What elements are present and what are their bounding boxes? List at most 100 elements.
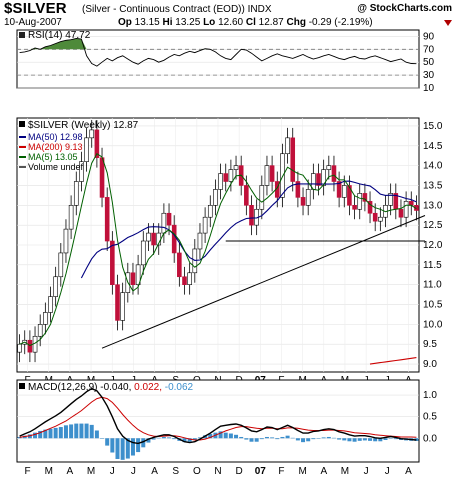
rsi-overbought-fill xyxy=(19,38,417,50)
macd-histogram-bar xyxy=(270,437,275,439)
price-candle xyxy=(295,181,301,198)
price-candle xyxy=(79,161,84,182)
quote-summary: Op 13.15 Hi 13.25 Lo 12.60 Cl 12.87 Chg … xyxy=(118,17,373,28)
macd-histogram-bar xyxy=(373,438,378,442)
macd-histogram-bar xyxy=(295,438,300,441)
price-tick-label: 11.5 xyxy=(423,260,442,271)
price-candle xyxy=(187,272,192,285)
price-legend-entry: Volume undef xyxy=(28,162,84,172)
macd-histogram-bar xyxy=(115,438,120,459)
price-candle xyxy=(223,173,229,182)
macd-histogram-bar xyxy=(136,438,141,453)
price-candle xyxy=(182,276,187,285)
price-candle xyxy=(378,216,383,222)
macd-legend-histogram: -0.062 xyxy=(165,382,194,393)
down-arrow-icon xyxy=(444,20,452,26)
price-candle xyxy=(99,157,105,198)
macd-x-tick: J xyxy=(364,466,369,477)
macd-histogram-bar xyxy=(280,436,285,439)
price-candle xyxy=(259,185,265,210)
macd-histogram-bar xyxy=(38,430,43,439)
price-candle xyxy=(316,173,321,186)
macd-histogram-bar xyxy=(368,438,373,441)
macd-histogram-bar xyxy=(378,438,383,442)
macd-x-tick: M xyxy=(341,466,349,477)
macd-histogram-bar xyxy=(321,437,326,439)
rsi-tick-label: 70 xyxy=(423,44,435,55)
macd-histogram-bar xyxy=(244,438,249,440)
exchange-label: INDX xyxy=(247,4,272,15)
macd-x-tick: N xyxy=(214,466,221,477)
price-candle xyxy=(120,292,125,321)
macd-histogram-bar xyxy=(331,437,336,439)
macd-x-tick: F xyxy=(25,466,31,477)
price-candle xyxy=(89,129,95,139)
macd-histogram-bar xyxy=(208,433,213,439)
price-candle xyxy=(305,189,311,206)
price-tick-label: 10.5 xyxy=(423,300,443,311)
price-candle xyxy=(352,205,357,210)
price-candle xyxy=(403,201,409,218)
low-value: 12.60 xyxy=(218,17,244,28)
price-candle xyxy=(367,201,373,214)
macd-x-tick: A xyxy=(405,466,412,477)
macd-histogram-bar xyxy=(146,438,151,443)
macd-histogram-bar xyxy=(383,438,388,440)
price-candle xyxy=(347,185,352,206)
price-candle xyxy=(53,276,58,297)
price-candle xyxy=(68,205,74,230)
price-candle xyxy=(48,296,53,313)
macd-line xyxy=(19,387,417,445)
price-candle xyxy=(115,284,120,321)
price-candle xyxy=(151,232,156,246)
price-candle xyxy=(341,185,347,198)
rsi-line xyxy=(19,37,417,67)
price-candle xyxy=(290,137,296,182)
price-candle xyxy=(140,240,146,266)
price-tick-label: 10.0 xyxy=(423,319,443,330)
description-text: (Silver - Continuous Contract (EOD)) xyxy=(82,4,245,15)
price-candle xyxy=(161,212,167,234)
rsi-legend: RSI(14) 47.72 xyxy=(28,30,91,41)
price-candle xyxy=(84,137,89,162)
price-candle xyxy=(207,205,213,218)
macd-tick-label: 1.0 xyxy=(423,390,437,401)
macd-x-tick: S xyxy=(172,466,179,477)
price-candle xyxy=(202,216,208,234)
price-candle xyxy=(171,224,177,254)
price-tick-label: 12.0 xyxy=(423,240,443,251)
rsi-tick-label: 90 xyxy=(423,31,435,42)
price-candle xyxy=(110,240,115,285)
macd-histogram-bar xyxy=(130,438,135,456)
price-candle xyxy=(166,212,172,226)
macd-histogram-bar xyxy=(17,436,22,439)
macd-histogram-bar xyxy=(234,434,239,439)
macd-histogram-bar xyxy=(337,438,342,440)
macd-histogram-bar xyxy=(264,436,269,439)
price-legend-entry: MA(50) 12.98 xyxy=(28,132,83,142)
macd-histogram-bar xyxy=(347,438,352,442)
price-candle xyxy=(58,252,64,278)
macd-x-tick: M xyxy=(87,466,95,477)
macd-histogram-bar xyxy=(393,438,398,440)
macd-histogram-bar xyxy=(306,438,311,442)
macd-histogram-bar xyxy=(151,438,156,440)
macd-histogram-bar xyxy=(33,432,38,439)
macd-histogram-bar xyxy=(63,425,68,439)
macd-histogram-bar xyxy=(74,423,79,439)
macd-histogram-bar xyxy=(228,433,233,439)
macd-histogram-bar xyxy=(362,438,367,441)
macd-x-tick: M xyxy=(298,466,306,477)
price-tick-label: 12.5 xyxy=(423,220,443,231)
macd-signal-line xyxy=(19,396,417,441)
price-candle xyxy=(135,264,141,285)
price-candle xyxy=(37,324,43,337)
macd-histogram-bar xyxy=(167,437,172,439)
price-candle xyxy=(218,173,223,190)
macd-histogram-bar xyxy=(48,428,53,439)
price-tick-label: 9.5 xyxy=(423,339,437,350)
brand-label: @ StockCharts.com xyxy=(357,3,452,14)
close-label: Cl xyxy=(245,17,256,28)
price-candle xyxy=(336,181,342,198)
